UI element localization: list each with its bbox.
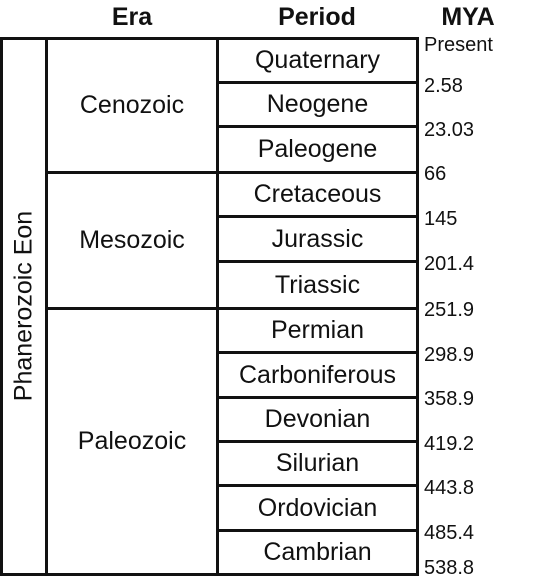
era-label: Mesozoic xyxy=(79,226,185,254)
boundary-age: 145 xyxy=(424,208,458,230)
boundary-age: 419.2 xyxy=(424,433,475,455)
boundary-age: 485.4 xyxy=(424,522,475,544)
period-cell: Cretaceous xyxy=(216,171,419,218)
period-cell: Jurassic xyxy=(216,215,419,263)
period-cell: Paleogene xyxy=(216,125,419,174)
era-cell-mesozoic: Mesozoic xyxy=(45,171,219,310)
boundary-age: Present xyxy=(424,34,493,56)
period-label: Carboniferous xyxy=(238,360,397,389)
period-label: Jurassic xyxy=(271,224,364,253)
period-cell: Silurian xyxy=(216,440,419,487)
boundary-age: 298.9 xyxy=(424,344,475,366)
boundary-age: 2.58 xyxy=(424,75,463,97)
boundary-age: 23.03 xyxy=(424,119,475,141)
era-label: Cenozoic xyxy=(79,91,185,119)
period-label: Quaternary xyxy=(254,46,381,74)
era-label: Paleozoic xyxy=(77,427,187,455)
boundary-age: 66 xyxy=(424,163,447,185)
period-label: Permian xyxy=(270,316,365,344)
period-label: Silurian xyxy=(275,449,360,477)
period-cell: Permian xyxy=(216,307,419,354)
boundary-age: 443.8 xyxy=(424,477,475,499)
eon-label: Phanerozoic Eon xyxy=(9,210,38,402)
period-label: Devonian xyxy=(264,405,371,433)
period-column-header: Period xyxy=(278,3,356,31)
era-cell-cenozoic: Cenozoic xyxy=(45,37,219,174)
period-label: Triassic xyxy=(274,270,361,299)
period-cell: Triassic xyxy=(216,260,419,310)
era-cell-paleozoic: Paleozoic xyxy=(45,307,219,576)
boundary-age: 251.9 xyxy=(424,299,475,321)
period-cell: Quaternary xyxy=(216,37,419,84)
period-label: Neogene xyxy=(266,90,369,118)
period-cell: Carboniferous xyxy=(216,351,419,399)
mya-column-header: MYA xyxy=(441,3,495,31)
period-label: Cambrian xyxy=(263,538,372,566)
period-cell: Cambrian xyxy=(216,529,419,576)
period-label: Paleogene xyxy=(257,135,378,163)
boundary-age: 358.9 xyxy=(424,388,475,410)
boundary-age: 201.4 xyxy=(424,253,475,275)
era-column-header: Era xyxy=(111,3,153,31)
period-cell: Ordovician xyxy=(216,484,419,532)
boundary-age: 538.8 xyxy=(424,557,475,579)
period-label: Ordovician xyxy=(257,493,378,522)
period-cell: Devonian xyxy=(216,396,419,443)
period-cell: Neogene xyxy=(216,81,419,128)
period-label: Cretaceous xyxy=(253,180,382,208)
